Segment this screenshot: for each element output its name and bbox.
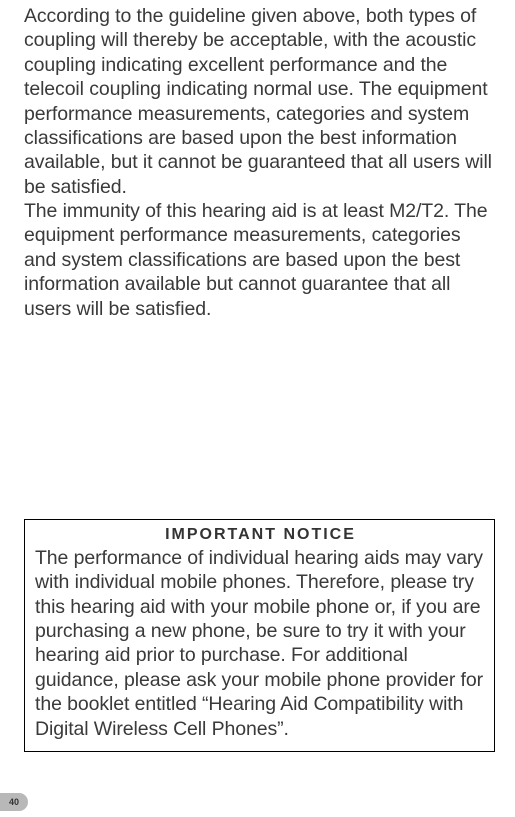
page-number: 40: [9, 797, 19, 807]
body-paragraph: According to the guideline given above, …: [24, 0, 495, 321]
important-notice-box: IMPORTANT NOTICE The performance of indi…: [24, 519, 495, 752]
notice-title: IMPORTANT NOTICE: [35, 526, 486, 544]
page-number-tab: 40: [0, 793, 28, 811]
notice-body: The performance of individual hearing ai…: [35, 546, 486, 741]
page: According to the guideline given above, …: [0, 0, 515, 817]
